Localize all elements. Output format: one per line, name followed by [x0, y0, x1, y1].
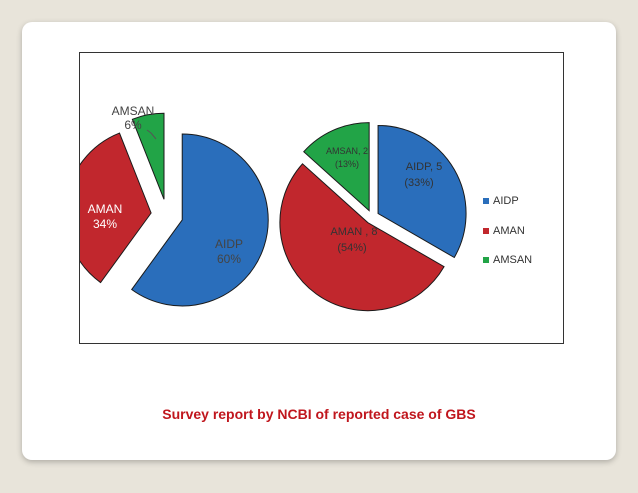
- pie-slice-aidp: [377, 124, 467, 259]
- legend: AIDP AMAN AMSAN: [483, 195, 532, 266]
- aman-count-label-name: AMAN , 8: [330, 226, 377, 238]
- legend-swatch-aidp: [483, 198, 489, 204]
- legend-label-amsan: AMSAN: [493, 254, 532, 266]
- legend-swatch-amsan: [483, 257, 489, 263]
- pie-chart-left: [80, 112, 269, 307]
- amsan-count-label-name: AMSAN, 2: [326, 146, 368, 156]
- amsan-label-name: AMSAN: [112, 104, 155, 118]
- pie-chart-left-labels: AMSAN 6% AMAN 34% AIDP 60%: [88, 104, 243, 266]
- pie-slice-aman: [80, 132, 152, 284]
- chart-frame: AMSAN 6% AMAN 34% AIDP 60% AMSAN, 2 (13%…: [79, 52, 564, 344]
- amsan-leader-line-2: [150, 132, 157, 140]
- aidp-label-value: 60%: [217, 252, 241, 266]
- amsan-label-value: 6%: [124, 118, 142, 132]
- pie-slice-amsan: [131, 112, 165, 200]
- pie-charts: AMSAN 6% AMAN 34% AIDP 60% AMSAN, 2 (13%…: [80, 104, 532, 312]
- aman-label-value: 34%: [93, 217, 117, 231]
- slide: AMSAN 6% AMAN 34% AIDP 60% AMSAN, 2 (13%…: [22, 22, 616, 460]
- aidp-count-label-value: (33%): [404, 177, 433, 189]
- aman-label-name: AMAN: [88, 202, 123, 216]
- pie-slice-aman: [279, 163, 445, 312]
- pie-chart-right-labels: AMSAN, 2 (13%) AIDP, 5 (33%) AMAN , 8 (5…: [326, 146, 442, 254]
- amsan-leader-line: [146, 129, 152, 134]
- legend-label-aman: AMAN: [493, 225, 525, 237]
- legend-swatch-aman: [483, 228, 489, 234]
- pie-slice-amsan: [303, 122, 370, 212]
- aidp-count-label-name: AIDP, 5: [406, 161, 443, 173]
- aman-count-label-value: (54%): [337, 242, 366, 254]
- aidp-label-name: AIDP: [215, 237, 243, 251]
- pie-slice-aidp: [130, 133, 269, 307]
- amsan-count-label-value: (13%): [335, 159, 359, 169]
- pie-chart-right: [279, 122, 467, 312]
- slide-caption: Survey report by NCBI of reported case o…: [162, 406, 476, 422]
- legend-label-aidp: AIDP: [493, 195, 519, 207]
